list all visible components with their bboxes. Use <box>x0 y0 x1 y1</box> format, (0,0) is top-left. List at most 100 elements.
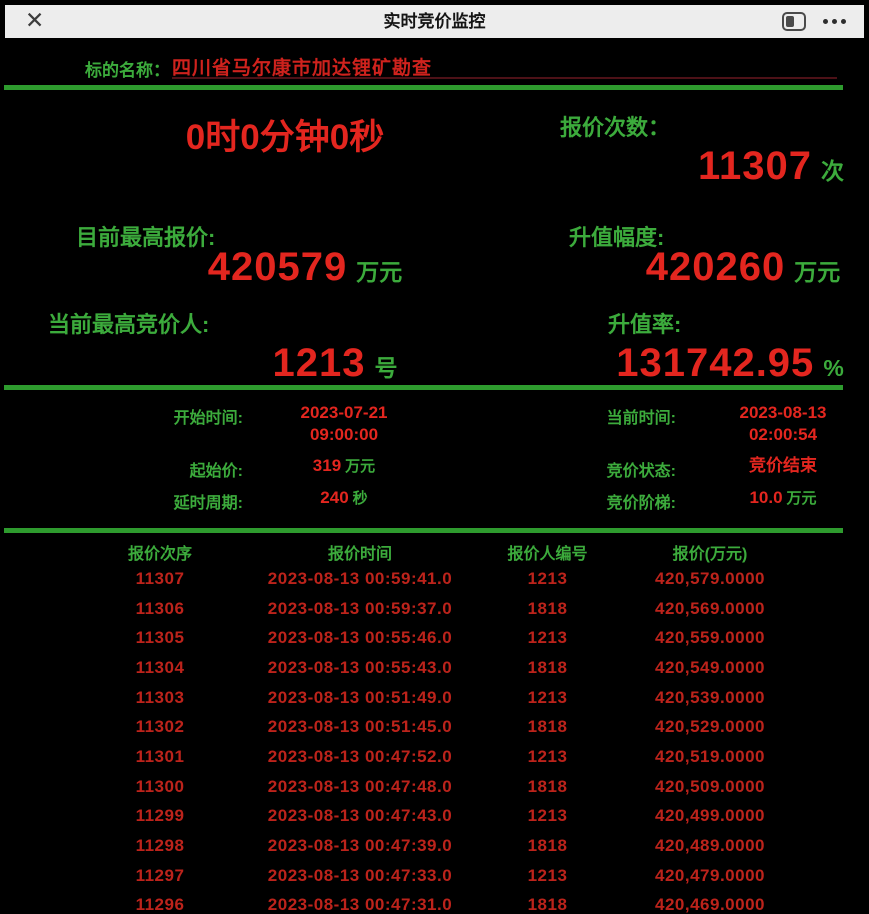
cell-bid-sequence: 11300 <box>135 776 185 796</box>
cell-bid-amount: 420,469.0000 <box>655 895 765 914</box>
start-price-unit: 万元 <box>345 458 376 475</box>
divider-bottom <box>4 528 843 533</box>
more-menu-icon[interactable] <box>823 19 846 24</box>
bid-increment-number: 10.0 <box>749 488 783 507</box>
cell-bid-sequence: 11299 <box>135 806 185 826</box>
close-icon[interactable]: ✕ <box>25 7 45 33</box>
cell-bidder-id: 1818 <box>527 657 568 677</box>
bid-status-text: 竞价结束 <box>749 456 817 475</box>
table-row: 11299 2023-08-13 00:47:43.0 1213 420,499… <box>60 802 785 832</box>
titlebar: ✕ 实时竞价监控 <box>5 5 864 38</box>
cell-bidder-id: 1213 <box>527 865 568 885</box>
cell-bidder-id: 1818 <box>527 598 568 618</box>
subject-underline <box>172 77 837 79</box>
highest-bid-value: 420579 万元 <box>80 245 530 290</box>
table-row: 11302 2023-08-13 00:51:45.0 1818 420,529… <box>60 712 785 742</box>
column-header-bid-amount: 报价(万元) <box>672 546 748 563</box>
cell-bid-sequence: 11298 <box>135 836 185 856</box>
cell-bidder-id: 1213 <box>527 568 568 588</box>
appreciation-rate-number: 131742.95 <box>616 341 815 385</box>
cell-bid-time: 2023-08-13 00:47:43.0 <box>267 806 453 826</box>
current-time-clock: 02:00:54 <box>748 425 818 444</box>
divider-middle <box>4 385 843 390</box>
cell-bid-time: 2023-08-13 00:47:33.0 <box>267 865 453 885</box>
cell-bid-amount: 420,559.0000 <box>655 628 765 648</box>
cell-bid-time: 2023-08-13 00:59:37.0 <box>267 598 453 618</box>
cell-bidder-id: 1213 <box>527 628 568 648</box>
table-row: 11305 2023-08-13 00:55:46.0 1213 420,559… <box>60 623 785 653</box>
column-header-bid-time: 报价时间 <box>327 546 392 563</box>
appreciation-rate-value: 131742.95% <box>555 341 869 386</box>
cell-bid-sequence: 11301 <box>135 746 185 766</box>
highest-bidder-number: 1213 <box>272 341 366 385</box>
table-row: 11297 2023-08-13 00:47:33.0 1213 420,479… <box>60 861 785 891</box>
cell-bid-time: 2023-08-13 00:51:45.0 <box>267 717 453 737</box>
start-time-clock: 09:00:00 <box>309 425 379 444</box>
table-row: 11296 2023-08-13 00:47:31.0 1818 420,469… <box>60 891 785 914</box>
cell-bidder-id: 1213 <box>527 746 568 766</box>
highest-bidder-value: 1213 号 <box>110 341 560 386</box>
cell-bid-time: 2023-08-13 00:55:46.0 <box>267 628 453 648</box>
bid-table-header: 报价次序 报价时间 报价人编号 报价(万元) <box>60 540 785 564</box>
appreciation-rate-unit: % <box>823 355 844 381</box>
appreciation-value: 420260 万元 <box>568 245 869 290</box>
cell-bid-amount: 420,479.0000 <box>655 865 765 885</box>
titlebar-actions <box>782 5 846 38</box>
table-row: 11301 2023-08-13 00:47:52.0 1213 420,519… <box>60 742 785 772</box>
current-time-date: 2023-08-13 <box>739 403 827 422</box>
column-header-bidder-id: 报价人编号 <box>507 546 588 563</box>
table-row: 11307 2023-08-13 00:59:41.0 1213 420,579… <box>60 564 785 594</box>
highest-bid-unit: 万元 <box>356 259 403 285</box>
highest-bid-label: 目前最高报价: <box>76 225 216 250</box>
bid-count-value: 11307 次 <box>548 144 844 189</box>
bid-count-label: 报价次数： <box>560 115 671 140</box>
start-price-value: 319 万元 <box>264 455 424 478</box>
appreciation-number: 420260 <box>645 245 786 289</box>
cell-bid-sequence: 11305 <box>135 628 185 648</box>
bid-count-number: 11307 <box>697 144 812 188</box>
start-price-number: 319 <box>312 456 342 475</box>
cell-bid-amount: 420,569.0000 <box>655 598 765 618</box>
cell-bid-time: 2023-08-13 00:47:31.0 <box>267 895 453 914</box>
bid-table-body: 11307 2023-08-13 00:59:41.0 1213 420,579… <box>60 564 785 914</box>
cell-bid-time: 2023-08-13 00:47:39.0 <box>267 836 453 856</box>
cell-bid-time: 2023-08-13 00:55:43.0 <box>267 657 453 677</box>
subject-name-label: 标的名称： <box>85 61 170 80</box>
cell-bidder-id: 1818 <box>527 776 568 796</box>
start-time-label: 开始时间: <box>173 410 243 427</box>
delay-period-number: 240 <box>320 488 349 507</box>
appreciation-unit: 万元 <box>794 259 841 285</box>
current-time-value: 2023-08-13 02:00:54 <box>700 402 866 446</box>
current-time-label: 当前时间: <box>606 410 676 427</box>
cell-bidder-id: 1818 <box>527 895 568 914</box>
cell-bid-amount: 420,489.0000 <box>655 836 765 856</box>
delay-period-value: 240 秒 <box>264 487 424 510</box>
cell-bid-sequence: 11307 <box>135 568 185 588</box>
cell-bid-amount: 420,499.0000 <box>655 806 765 826</box>
highest-bid-number: 420579 <box>207 245 348 289</box>
bid-status-value: 竞价结束 <box>700 455 866 477</box>
cell-bidder-id: 1818 <box>527 836 568 856</box>
cell-bid-amount: 420,509.0000 <box>655 776 765 796</box>
start-price-label: 起始价: <box>189 463 243 480</box>
column-header-bid-sequence: 报价次序 <box>127 546 192 563</box>
cell-bidder-id: 1818 <box>527 717 568 737</box>
bid-increment-value: 10.0 万元 <box>700 487 866 510</box>
cell-bidder-id: 1213 <box>527 806 568 826</box>
cell-bid-time: 2023-08-13 00:51:49.0 <box>267 687 453 707</box>
cell-bid-sequence: 11306 <box>135 598 185 618</box>
window-switcher-icon[interactable] <box>782 12 806 31</box>
divider-top <box>4 85 843 90</box>
highest-bidder-unit: 号 <box>374 355 398 381</box>
cell-bid-amount: 420,529.0000 <box>655 717 765 737</box>
page-title: 实时竞价监控 <box>383 12 486 31</box>
cell-bid-amount: 420,549.0000 <box>655 657 765 677</box>
delay-period-label: 延时周期: <box>173 495 243 512</box>
delay-period-unit: 秒 <box>352 490 368 507</box>
cell-bid-time: 2023-08-13 00:47:52.0 <box>267 746 453 766</box>
table-row: 11306 2023-08-13 00:59:37.0 1818 420,569… <box>60 594 785 624</box>
table-row: 11304 2023-08-13 00:55:43.0 1818 420,549… <box>60 653 785 683</box>
subject-name-value: 四川省马尔康市加达锂矿勘查 <box>172 58 433 79</box>
cell-bid-amount: 420,519.0000 <box>655 746 765 766</box>
cell-bid-amount: 420,579.0000 <box>655 568 765 588</box>
